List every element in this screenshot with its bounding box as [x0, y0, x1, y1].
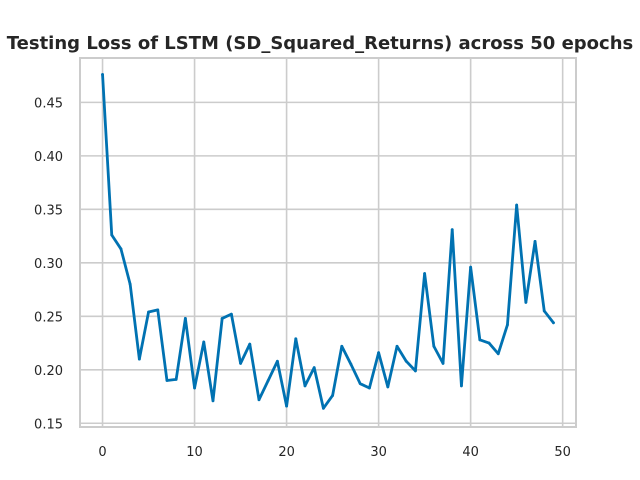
data-point	[119, 247, 123, 251]
data-point	[275, 359, 279, 363]
data-point	[515, 203, 519, 207]
data-point	[101, 73, 104, 76]
data-point	[349, 363, 353, 366]
data-point	[322, 406, 325, 410]
data-point	[414, 369, 417, 373]
data-point	[487, 341, 491, 345]
data-point	[285, 404, 288, 408]
data-point	[257, 398, 261, 402]
chart-title: Testing Loss of LSTM (SD_Squared_Returns…	[7, 33, 633, 54]
x-tick-label: 30	[370, 445, 387, 460]
data-point	[229, 312, 233, 316]
tick-labels: 0 10 20 30 40 50 0.15 0.20 0.25 0.30 0.35 0.40 0.45	[34, 96, 571, 460]
data-point	[294, 337, 298, 341]
data-point	[174, 378, 178, 381]
y-tick-label: 0.35	[34, 203, 63, 218]
data-point	[552, 321, 555, 325]
data-point	[156, 308, 160, 312]
data-point	[266, 379, 270, 382]
data-point	[331, 394, 334, 397]
y-tick-label: 0.20	[34, 364, 63, 379]
data-point	[183, 317, 187, 320]
data-point	[377, 351, 381, 355]
y-tick-label: 0.45	[34, 96, 63, 111]
x-tick-label: 40	[462, 445, 479, 460]
data-point	[404, 359, 408, 363]
y-tick-label: 0.30	[34, 257, 63, 272]
data-point	[165, 379, 169, 382]
x-tick-label: 50	[554, 445, 571, 460]
data-point	[358, 382, 362, 386]
x-tick-label: 10	[186, 445, 203, 460]
data-point	[469, 265, 473, 269]
data-point	[423, 272, 427, 275]
y-tick-label: 0.15	[34, 417, 63, 432]
x-tick-label: 0	[98, 445, 106, 460]
x-tick-label: 20	[278, 445, 295, 460]
data-point	[542, 309, 546, 313]
data-point	[303, 384, 307, 388]
data-point	[478, 338, 482, 342]
data-point	[340, 344, 344, 348]
data-point	[193, 386, 196, 390]
gridlines	[80, 58, 576, 427]
data-point	[110, 233, 114, 237]
data-point	[460, 384, 463, 388]
data-point	[128, 282, 132, 286]
data-point	[432, 344, 436, 348]
data-point	[506, 323, 509, 327]
data-point	[211, 399, 215, 403]
data-point	[441, 361, 445, 365]
data-point	[533, 240, 537, 243]
series-layer	[101, 73, 555, 410]
data-point	[147, 310, 150, 314]
data-point	[137, 357, 141, 361]
loss-series-line	[101, 73, 555, 410]
data-point	[395, 344, 399, 348]
plot-frame	[79, 57, 577, 428]
data-point	[496, 352, 500, 356]
data-point	[312, 366, 316, 370]
y-tick-label: 0.25	[34, 310, 63, 325]
data-point	[524, 301, 528, 304]
y-tick-label: 0.40	[34, 150, 63, 165]
data-point	[220, 317, 224, 320]
data-point	[239, 361, 242, 365]
data-point	[386, 385, 390, 389]
data-point	[248, 342, 252, 346]
data-point	[368, 386, 371, 390]
data-point	[202, 340, 206, 344]
data-point	[450, 228, 454, 232]
